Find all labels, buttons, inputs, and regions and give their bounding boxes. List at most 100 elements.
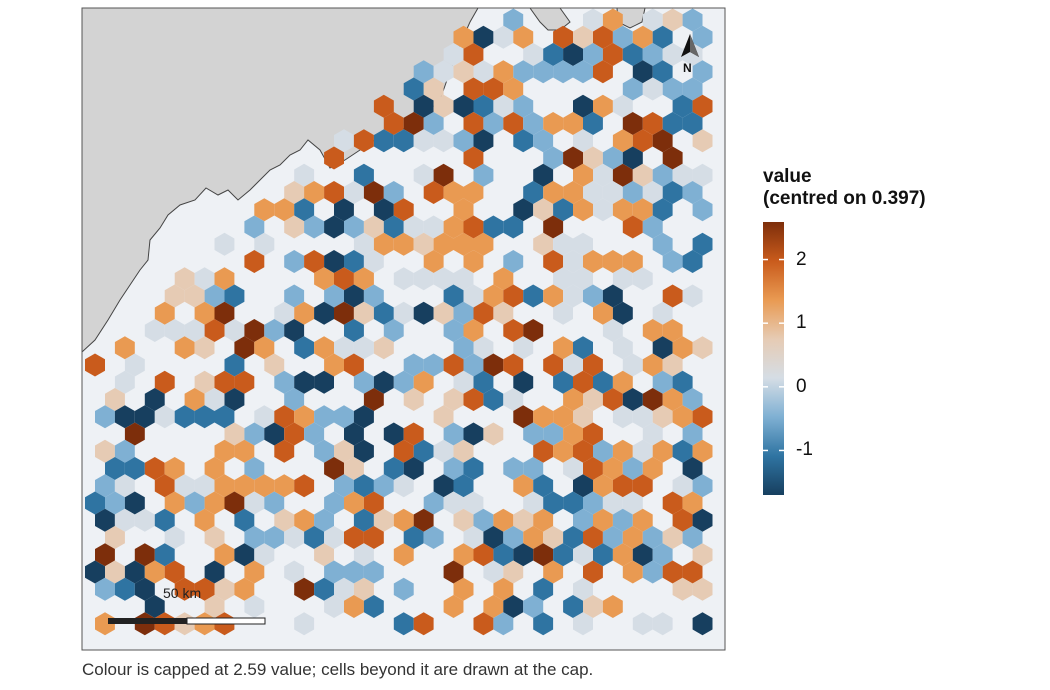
hex-cell	[244, 560, 265, 584]
hex-cell	[473, 60, 494, 84]
hex-cell	[483, 77, 504, 101]
hex-cell	[652, 301, 673, 325]
hex-cell	[593, 474, 613, 498]
hex-cell	[154, 405, 175, 429]
hex-cell	[334, 129, 354, 153]
hex-cell	[154, 543, 175, 567]
hex-cell	[672, 577, 693, 601]
hex-cell	[383, 319, 404, 342]
hex-cell	[443, 457, 464, 480]
hex-cell	[363, 560, 384, 584]
hex-cell	[433, 163, 454, 187]
hex-cell	[632, 163, 653, 187]
hex-cell	[612, 25, 633, 49]
hex-cell	[194, 267, 215, 291]
hex-cell	[533, 577, 554, 601]
hex-cell	[503, 388, 524, 411]
hex-cell	[553, 405, 573, 429]
hex-cell	[204, 388, 225, 411]
hex-cell	[324, 284, 344, 308]
hex-cell	[204, 526, 225, 549]
hex-cell	[543, 43, 564, 66]
hex-cell	[423, 112, 444, 135]
hex-cell	[622, 560, 643, 584]
hex-cell	[573, 439, 593, 463]
hex-cell	[692, 336, 713, 360]
legend-title: value (centred on 0.397)	[763, 166, 926, 210]
hex-cell	[602, 181, 623, 204]
hex-cell	[344, 284, 364, 308]
hex-cell	[513, 508, 534, 532]
hex-cell	[523, 491, 544, 515]
hex-cell	[344, 595, 364, 618]
hex-cell	[642, 560, 663, 584]
hex-cell	[373, 370, 394, 394]
hex-cell	[513, 198, 534, 222]
hex-cell	[583, 112, 603, 135]
hex-cell	[234, 336, 255, 360]
hex-cell	[353, 474, 374, 498]
hex-cell	[642, 422, 663, 446]
hex-cell	[463, 43, 484, 66]
hex-cell	[254, 198, 275, 222]
hex-cell	[334, 301, 354, 325]
hex-cell	[493, 577, 514, 601]
hex-cell	[294, 198, 315, 222]
hex-cell	[493, 25, 514, 49]
hex-cell	[543, 250, 564, 273]
hex-cell	[642, 112, 663, 135]
hex-cell	[324, 457, 344, 480]
hex-cell	[344, 353, 364, 377]
hex-cell	[433, 129, 454, 153]
hex-cell	[682, 181, 703, 204]
hex-cell	[453, 301, 474, 325]
hex-cell	[583, 146, 603, 170]
hex-cell	[652, 163, 673, 187]
hex-cell	[612, 94, 633, 118]
hex-cell	[144, 319, 165, 342]
hex-cell	[363, 595, 384, 618]
hex-cell	[563, 250, 583, 273]
hex-cell	[553, 336, 573, 360]
hex-cell	[523, 112, 544, 135]
map-frame	[81, 7, 726, 651]
hex-cell	[662, 284, 683, 308]
hex-cell	[114, 370, 135, 394]
hex-cell	[523, 526, 544, 549]
hex-cell	[363, 284, 384, 308]
hex-cell	[294, 336, 315, 360]
hex-cell	[423, 526, 444, 549]
hex-cell	[563, 284, 583, 308]
hex-cell	[174, 405, 195, 429]
hex-cell	[672, 163, 693, 187]
hex-cell	[593, 508, 613, 532]
hex-cell	[284, 422, 305, 446]
hex-cell	[473, 232, 494, 256]
hex-cell	[593, 163, 613, 187]
hex-cell	[493, 301, 514, 325]
hex-cell	[393, 474, 414, 498]
hex-cell	[622, 215, 643, 239]
hex-cell	[423, 77, 444, 101]
hex-cell	[652, 543, 673, 567]
hex-cell	[274, 301, 295, 325]
hex-cell	[234, 508, 255, 532]
hex-cell	[612, 198, 633, 222]
hex-cell	[563, 595, 583, 618]
hex-cell	[254, 543, 275, 567]
hex-cell	[363, 181, 384, 204]
hex-cell	[473, 25, 494, 49]
hex-cell	[443, 595, 464, 618]
hex-cell	[383, 112, 404, 135]
hex-cell	[294, 474, 315, 498]
hex-cell	[413, 163, 434, 187]
hex-cell	[682, 8, 703, 32]
hex-cell	[612, 439, 633, 463]
hex-cell	[553, 60, 573, 84]
hex-cell	[563, 388, 583, 411]
hex-cell	[214, 267, 235, 291]
hex-cell	[642, 77, 663, 101]
hex-cell	[503, 595, 524, 618]
hex-cell	[154, 370, 175, 394]
hex-cell	[573, 94, 593, 118]
